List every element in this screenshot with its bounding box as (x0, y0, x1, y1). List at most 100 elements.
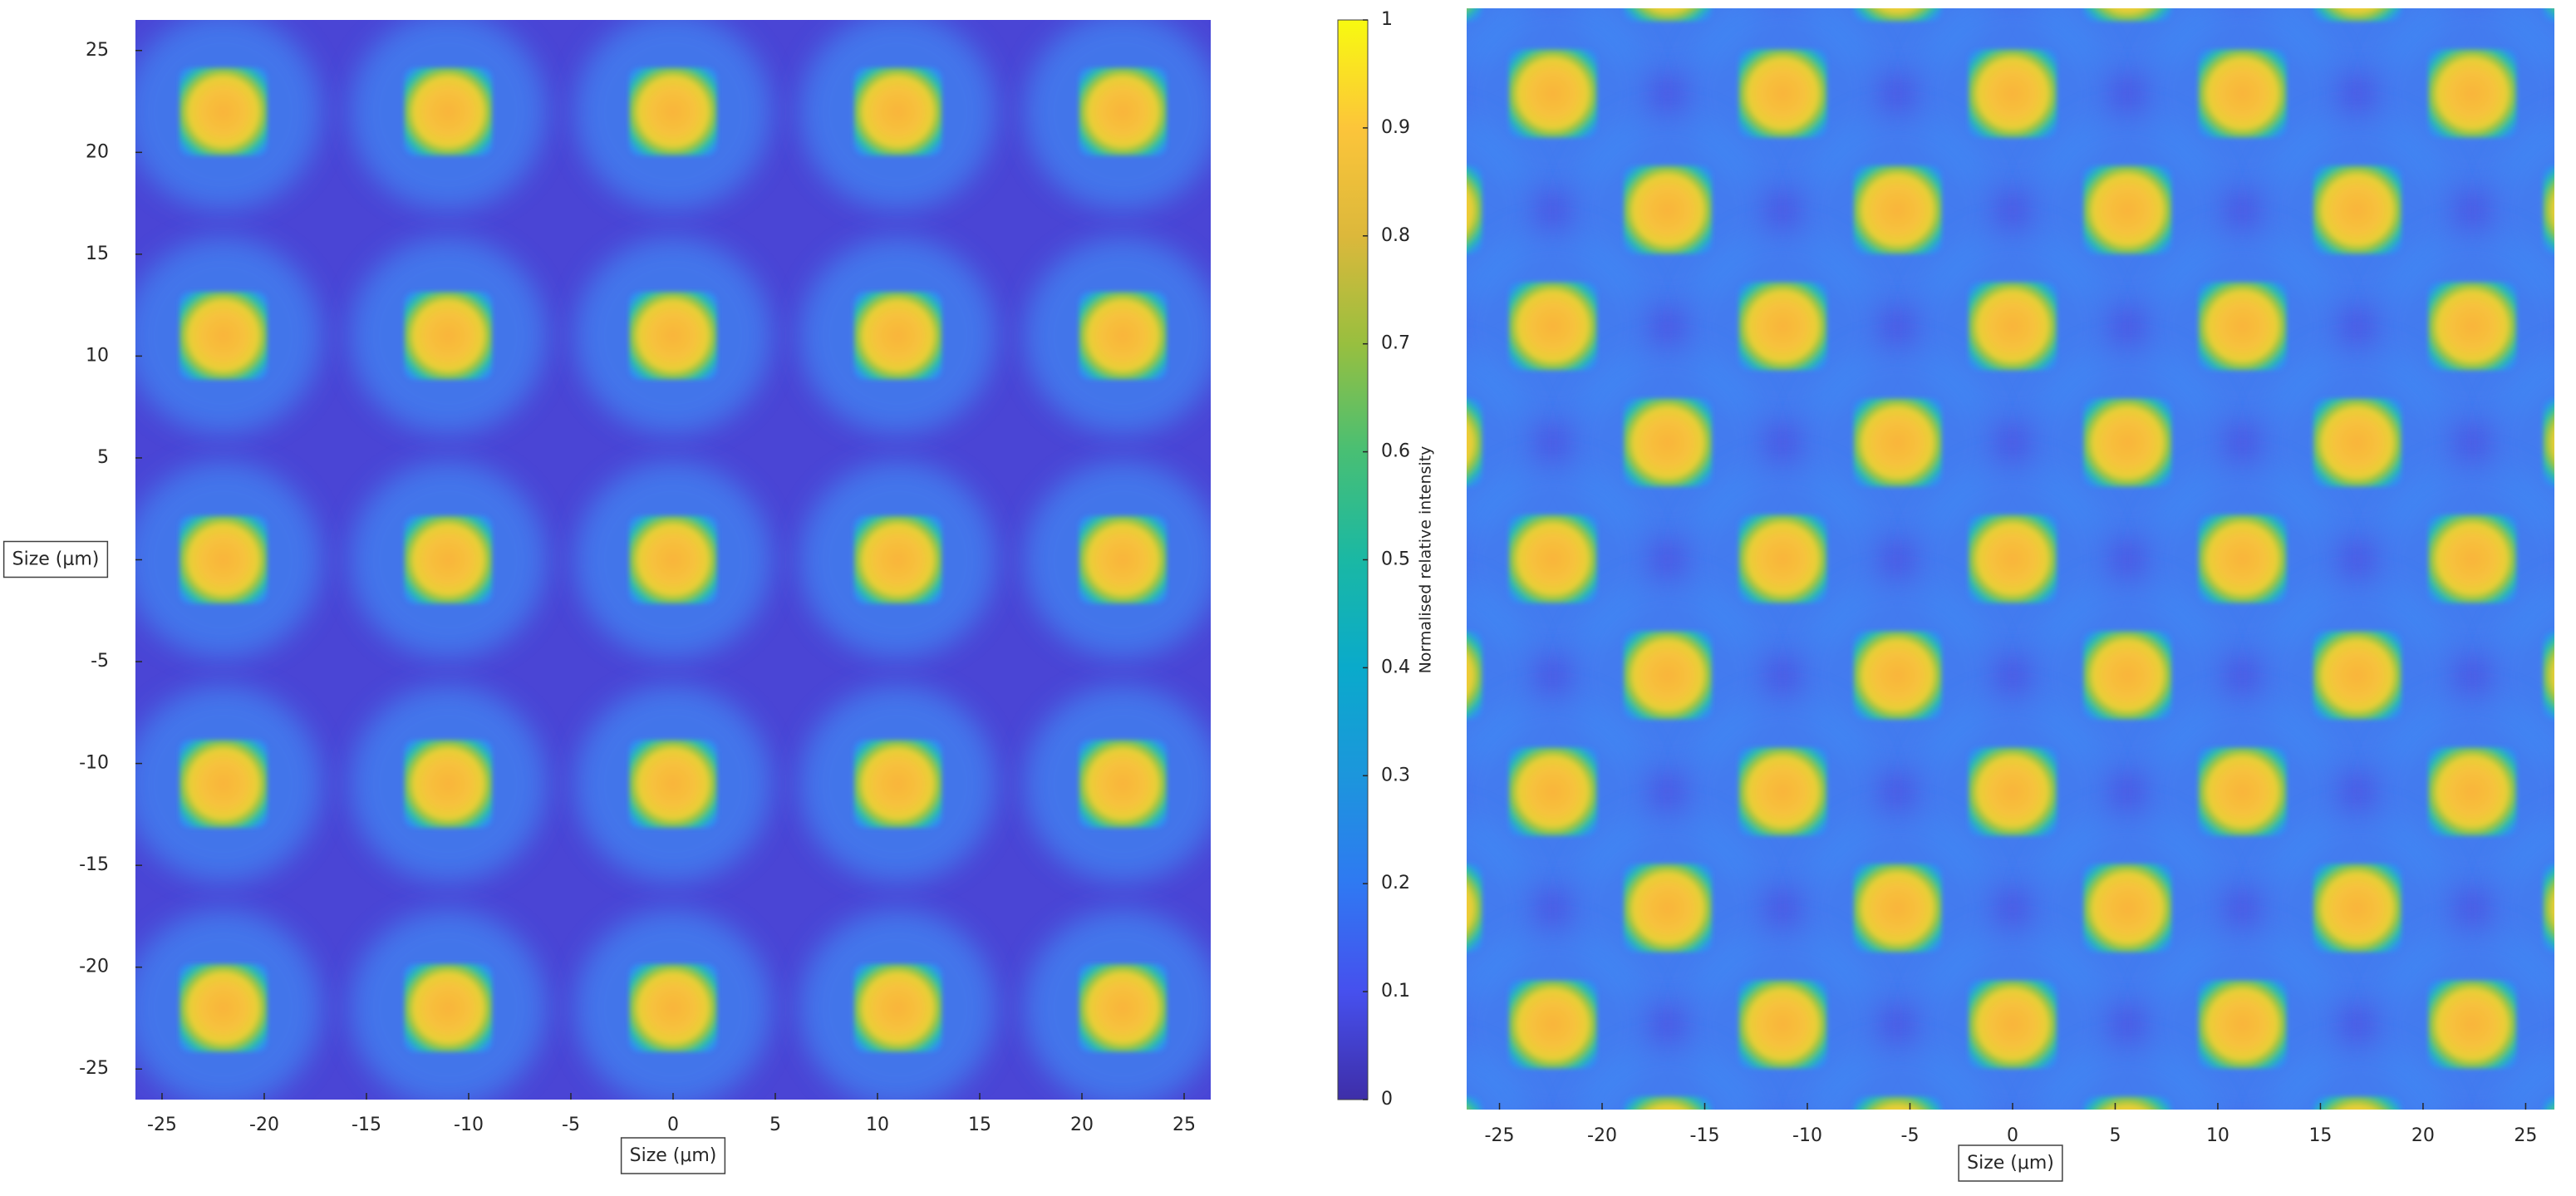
spot-core (1508, 980, 1597, 1069)
spot-core (1853, 398, 1942, 487)
spot-core (1079, 740, 1168, 828)
spot-core (2428, 747, 2517, 836)
spot (1574, 1041, 1762, 1110)
y-tick-label: 20 (86, 141, 109, 162)
spot-core (2313, 631, 2401, 720)
spot (2033, 1041, 2221, 1110)
spot-core (1079, 515, 1168, 604)
spot-core (2198, 49, 2287, 138)
spot-core (2543, 165, 2554, 254)
spot-core (1508, 514, 1597, 603)
spot (799, 20, 996, 210)
spot-core (1968, 49, 2057, 138)
spot-core (629, 740, 717, 828)
spot (799, 909, 996, 1100)
spot (799, 461, 996, 658)
spot-core (2428, 514, 2517, 603)
spot-core (853, 515, 942, 604)
spot-core (1968, 514, 2057, 603)
spot (135, 20, 322, 210)
spot-core (2543, 631, 2554, 720)
x-tick-label: -25 (147, 1115, 177, 1135)
spot-core (1853, 864, 1942, 952)
heatmap-area (1467, 8, 2554, 1110)
spot-core (404, 67, 493, 156)
spot-core (1853, 1096, 1942, 1110)
x-tick-label: 5 (2109, 1125, 2121, 1146)
spot-halo (2033, 1041, 2221, 1110)
spot (574, 686, 772, 883)
spot-core (2313, 8, 2401, 22)
x-tick-label: 20 (1070, 1115, 1094, 1135)
spot (135, 461, 322, 658)
x-tick-label: -15 (351, 1115, 381, 1135)
spot (2264, 1041, 2451, 1110)
colorbar-tick-label: 0.7 (1381, 333, 1410, 354)
spot-halo (1574, 1041, 1762, 1110)
x-tick-label: 15 (2308, 1125, 2332, 1146)
spot-core (1079, 292, 1168, 380)
spot-core (404, 292, 493, 380)
spot-core (1623, 631, 1713, 720)
colorbar-tick-label: 0.4 (1381, 657, 1410, 677)
spot (574, 20, 772, 210)
x-tick-label: 20 (2411, 1125, 2435, 1146)
spot-core (404, 740, 493, 828)
spot-core (853, 963, 942, 1052)
spot-core (2543, 398, 2554, 487)
spot-core (1853, 631, 1942, 720)
spot-core (2198, 747, 2287, 836)
x-tick-label: -20 (1587, 1125, 1617, 1146)
spot-core (2198, 282, 2287, 371)
spot (1025, 461, 1211, 658)
spot-core (2083, 165, 2172, 254)
spot-core (1079, 67, 1168, 156)
x-tick-label: 5 (769, 1115, 781, 1135)
label-box (2, 540, 109, 578)
spot-core (2428, 980, 2517, 1069)
spot-core (853, 292, 942, 380)
spot-core (853, 67, 942, 156)
spot-halo (1467, 1046, 1531, 1110)
colorbar-tick-label: 0.6 (1381, 441, 1410, 462)
y-tick-label: 25 (86, 40, 109, 61)
spot-core (1738, 282, 1827, 371)
spot-core (2083, 631, 2172, 720)
spot-core (1623, 8, 1713, 22)
spot-core (2313, 398, 2401, 487)
spot-core (1738, 980, 1827, 1069)
label-box (1958, 1144, 2063, 1182)
spot (350, 686, 547, 883)
spot (1025, 237, 1211, 434)
spot (1025, 686, 1211, 883)
spot-core (1853, 8, 1942, 22)
colorbar-tick-label: 0.9 (1381, 117, 1410, 138)
spot (574, 909, 772, 1100)
spot-halo (2264, 1041, 2451, 1110)
spot-core (1467, 631, 1482, 720)
x-tick-label: -10 (454, 1115, 484, 1135)
spot-core (2083, 8, 2172, 22)
label-box (620, 1137, 726, 1174)
colorbar-tick-label: 0.2 (1381, 873, 1410, 893)
spot (2144, 925, 2342, 1110)
colorbar-label: Normalised relative intensity (1417, 446, 1435, 674)
spot (1025, 20, 1211, 210)
spot (574, 237, 772, 434)
spot (1467, 1046, 1531, 1110)
spot-core (2313, 1096, 2401, 1110)
spot-core (179, 292, 268, 380)
x-tick-label: 25 (1172, 1115, 1196, 1135)
y-tick-label: -15 (79, 854, 109, 875)
y-tick-label: -25 (79, 1058, 109, 1079)
x-tick-label: 10 (866, 1115, 889, 1135)
spot (1684, 925, 1881, 1110)
spot-core (1467, 165, 1482, 254)
x-tick-label: -20 (249, 1115, 279, 1135)
spot (350, 909, 547, 1100)
spot-core (1623, 864, 1713, 952)
spot-core (1968, 980, 2057, 1069)
colorbar-tick-label: 0.3 (1381, 765, 1410, 785)
spot (350, 20, 547, 210)
spot-core (2543, 864, 2554, 952)
